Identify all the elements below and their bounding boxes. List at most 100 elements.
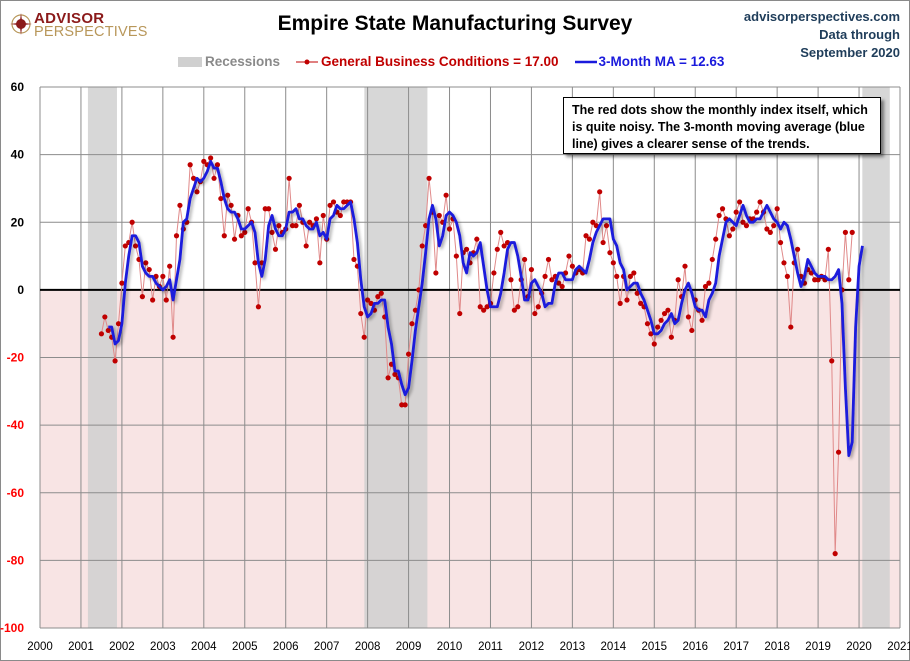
monthly-data-point [409,321,415,327]
monthly-data-point [463,246,470,252]
monthly-data-point [105,327,111,334]
monthly-data-point [296,202,302,208]
monthly-data-point [112,358,118,364]
monthly-data-point [242,229,248,235]
monthly-data-point [716,212,722,219]
data-through-date: September 2020 [800,45,900,60]
monthly-data-point [781,260,787,266]
monthly-data-point [764,226,770,232]
monthly-data-point [556,280,562,286]
monthly-data-point [358,310,364,317]
x-tick-label: 2001 [68,641,94,653]
monthly-data-point [658,317,664,323]
x-tick-label: 2010 [437,641,463,653]
legend-label-ma: 3-Month MA = 12.63 [598,54,725,69]
monthly-data-point [777,239,784,246]
monthly-data-point [501,243,507,249]
monthly-data-point [214,162,221,168]
monthly-data-point [713,236,719,242]
x-tick-label: 2020 [846,641,872,653]
monthly-data-point [269,229,275,235]
monthly-data-point [566,253,572,259]
monthly-data-point [143,260,149,266]
x-tick-label: 2013 [560,641,586,653]
monthly-data-point [586,236,593,242]
x-tick-label: 2000 [27,641,53,653]
monthly-data-point [481,307,487,313]
monthly-data-point [651,341,657,347]
legend-label-monthly: General Business Conditions = 17.00 [321,54,559,69]
x-tick-label: 2015 [641,641,667,653]
y-tick-label: 20 [11,215,25,229]
legend-item-ma: 3-Month MA = 12.63 [574,54,725,69]
monthly-data-point [689,327,695,334]
monthly-data-point [317,260,323,266]
monthly-data-point [719,206,726,212]
x-tick-label: 2014 [601,641,627,653]
monthly-data-point [607,250,613,256]
monthly-data-point [453,253,459,259]
chart-title: Empire State Manufacturing Survey [277,12,633,35]
monthly-data-point [699,317,705,323]
monthly-data-point [221,233,227,239]
x-tick-label: 2009 [396,641,422,653]
monthly-data-point [115,321,122,327]
legend-label-recessions: Recessions [205,54,281,69]
monthly-data-point [709,256,715,263]
moving-average-line [108,159,864,457]
monthly-data-point [378,290,384,296]
monthly-data-point [743,223,750,229]
monthly-data-point [375,294,381,300]
monthly-data-point [757,199,763,205]
monthly-data-point [583,233,589,239]
monthly-data-point [849,229,855,235]
monthly-data-point [102,314,108,320]
monthly-data-point [590,219,596,225]
monthly-data-point [412,307,418,313]
monthly-data-point [457,310,463,317]
logo-text-bottom: PERSPECTIVES [34,24,148,40]
x-tick-label: 2018 [764,641,790,653]
monthly-data-point [484,304,490,310]
monthly-data-point [740,219,746,225]
blue-line-swatch [574,60,597,63]
monthly-data-point [559,283,565,290]
monthly-data-point [187,162,193,168]
x-tick-label: 2005 [232,641,258,653]
monthly-data-point [702,283,709,290]
monthly-data-point [532,310,538,317]
monthly-data-point [313,216,320,222]
monthly-data-point [665,307,671,313]
monthly-data-point [307,219,313,225]
monthly-data-point [494,246,500,252]
monthly-data-point [706,280,712,286]
monthly-data-point [351,256,357,263]
y-tick-label: -100 [0,621,24,635]
y-tick-label: -40 [7,418,25,432]
monthly-data-point [511,307,517,313]
source-info: advisorperspectives.com Data through Sep… [744,8,900,62]
monthly-data-point [668,334,674,340]
monthly-data-point [129,219,135,225]
x-tick-label: 2021 [887,641,910,653]
monthly-data-point [842,229,848,235]
monthly-data-point [774,206,780,212]
monthly-data-point [419,243,425,249]
red-dot-line-swatch [296,59,319,64]
y-tick-label: -60 [7,486,25,500]
monthly-data-point [682,263,688,269]
monthly-data-point [603,223,610,229]
logo-text-top: ADVISOR [34,10,105,27]
monthly-data-point [477,304,483,310]
monthly-data-point [771,223,777,229]
x-tick-label: 2011 [478,641,503,653]
monthly-data-point [795,246,801,252]
monthly-data-point [675,277,681,283]
monthly-data-point [122,243,128,249]
monthly-data-point [569,263,575,269]
monthly-data-point [231,236,238,242]
y-tick-label: 0 [17,283,24,297]
source-website: advisorperspectives.com [743,9,900,24]
monthly-data-point [846,277,852,283]
